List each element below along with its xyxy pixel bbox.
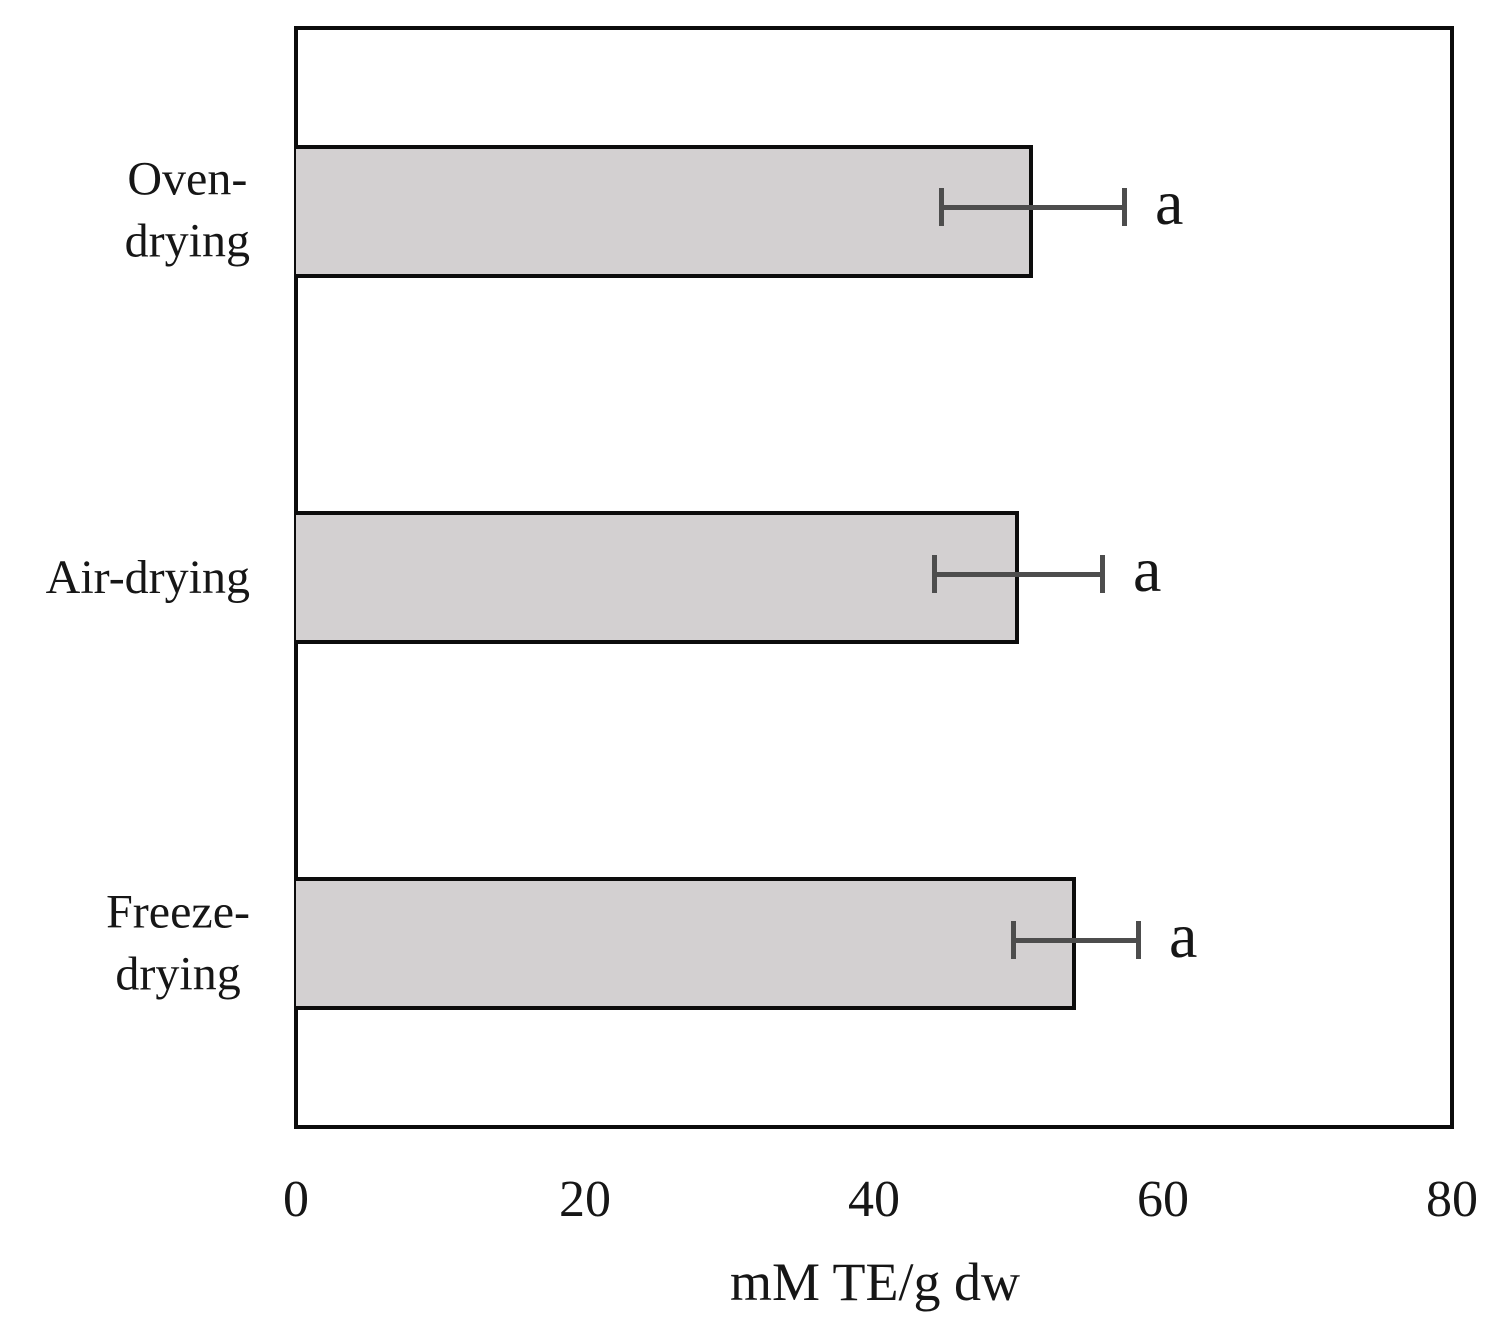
x-tick-label-60: 60	[1137, 1171, 1189, 1228]
error-bar-air-drying	[932, 555, 1105, 593]
x-tick-label-40: 40	[848, 1171, 900, 1228]
error-bar-cap	[932, 555, 937, 593]
x-axis-title: mM TE/g dw	[729, 1252, 1021, 1312]
x-tick-label-80: 80	[1426, 1171, 1478, 1228]
bar-air-drying	[296, 511, 1019, 644]
bar-freeze-drying	[296, 877, 1076, 1010]
category-label-air-drying: Air-drying	[45, 550, 250, 604]
sig-letter-air-drying: a	[1133, 534, 1162, 605]
error-bar-oven-drying	[939, 188, 1127, 226]
x-tick-label-0: 0	[283, 1171, 309, 1228]
sig-letter-freeze-drying: a	[1169, 900, 1198, 971]
error-bar-cap	[1100, 555, 1105, 593]
error-bar-cap	[939, 188, 944, 226]
error-bar-line	[932, 571, 1105, 577]
error-bar-line	[1011, 937, 1141, 943]
bar-oven-drying	[296, 145, 1033, 278]
error-bar-line	[939, 204, 1127, 210]
error-bar-cap	[1122, 188, 1127, 226]
error-bar-cap	[1011, 921, 1016, 959]
category-label-oven-drying: Oven- drying	[124, 152, 250, 268]
sig-letter-oven-drying: a	[1155, 167, 1184, 238]
error-bar-freeze-drying	[1011, 921, 1141, 959]
category-label-freeze-drying: Freeze- drying	[106, 885, 250, 1001]
error-bar-cap	[1136, 921, 1141, 959]
x-tick-label-20: 20	[559, 1171, 611, 1228]
